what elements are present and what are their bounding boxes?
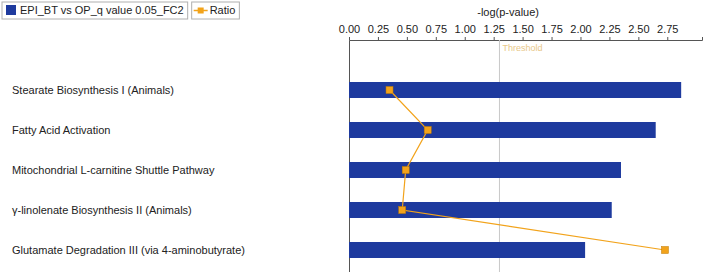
x-axis-line: [350, 37, 703, 41]
category-label: Stearate Biosynthesis I (Animals): [12, 84, 174, 96]
x-tick-label: 2.00: [570, 23, 591, 35]
x-tick-mark: [436, 37, 437, 40]
x-tick-label: 1.50: [512, 23, 533, 35]
ratio-marker: [661, 247, 668, 254]
x-tick-label: 0.50: [397, 23, 418, 35]
x-axis: 0.00 0.25 0.50 0.75 1.00 1.25 1.50 1.75 2.00 2.25…: [339, 23, 703, 41]
ratio-marker: [424, 127, 431, 134]
x-tick-label: 2.75: [657, 23, 678, 35]
y-tick: Mitochondrial L-carnitine Shuttle Pathwa…: [12, 164, 215, 176]
bar: [349, 242, 585, 258]
bar: [349, 82, 681, 98]
x-tick-mark: [609, 37, 610, 40]
threshold-label: Threshold: [502, 43, 542, 53]
x-tick-mark: [465, 37, 466, 40]
legend-label: Ratio: [210, 4, 236, 16]
category-label: Glutamate Degradation III (via 4-aminobu…: [12, 244, 245, 256]
x-tick: 2.75: [657, 23, 678, 40]
x-tick: 0.75: [426, 23, 447, 40]
x-tick: 1.25: [483, 23, 504, 40]
y-tick: Stearate Biosynthesis I (Animals): [12, 84, 174, 96]
ratio-line: [390, 90, 665, 250]
y-tick: Fatty Acid Activation: [12, 124, 110, 136]
x-tick-mark: [523, 37, 524, 40]
category-label: Fatty Acid Activation: [12, 124, 110, 136]
category-label: γ-linolenate Biosynthesis II (Animals): [12, 204, 192, 216]
legend-item: Ratio: [192, 2, 240, 19]
x-tick: 2.00: [570, 23, 591, 40]
legend-item: EPI_BT vs OP_q value 0.05_FC2: [2, 2, 188, 19]
x-tick: 2.50: [628, 23, 649, 40]
x-tick-mark: [349, 37, 350, 40]
x-tick-label: 0.25: [368, 23, 389, 35]
bar: [349, 162, 621, 178]
x-tick: 0.25: [368, 23, 389, 40]
legend-label: EPI_BT vs OP_q value 0.05_FC2: [20, 4, 184, 16]
x-tick-label: 1.00: [455, 23, 476, 35]
x-tick-mark: [378, 37, 379, 40]
y-tick: Glutamate Degradation III (via 4-aminobu…: [12, 244, 245, 256]
x-tick-mark: [494, 37, 495, 40]
bar: [349, 202, 612, 218]
legend-swatch-marker: [198, 8, 204, 14]
legend-box: [192, 2, 240, 19]
y-axis: Stearate Biosynthesis I (Animals) Fatty A…: [12, 41, 350, 272]
x-tick-label: 2.25: [599, 23, 620, 35]
y-tick: γ-linolenate Biosynthesis II (Animals): [12, 204, 192, 216]
x-tick-label: 0.75: [426, 23, 447, 35]
x-tick-label: 2.50: [628, 23, 649, 35]
x-tick: 1.75: [541, 23, 562, 40]
legend-swatch: [6, 5, 16, 15]
plot-marks: [349, 82, 681, 258]
x-tick-mark: [667, 37, 668, 40]
x-tick-label: 1.25: [483, 23, 504, 35]
threshold-line: [499, 40, 500, 272]
x-tick-mark: [580, 37, 581, 40]
x-tick-label: 0.00: [339, 23, 360, 35]
legend-box: [2, 2, 188, 19]
category-label: Mitochondrial L-carnitine Shuttle Pathwa…: [12, 164, 215, 176]
x-tick: 1.50: [512, 23, 533, 40]
x-tick: 0.00: [339, 23, 360, 40]
ratio-marker: [386, 87, 393, 94]
x-axis-title: -log(p-value): [477, 6, 539, 18]
ratio-marker: [399, 207, 406, 214]
x-tick-mark: [638, 37, 639, 40]
x-tick-mark: [552, 37, 553, 40]
bar: [349, 122, 656, 138]
ratio-marker: [402, 167, 409, 174]
chart: 0.00 0.25 0.50 0.75 1.00 1.25 1.50 1.75 2.00 2.25…: [0, 0, 709, 272]
x-tick-label: 1.75: [541, 23, 562, 35]
legend: EPI_BT vs OP_q value 0.05_FC2 Ratio: [2, 2, 239, 19]
x-tick: 1.00: [455, 23, 476, 40]
x-tick: 2.25: [599, 23, 620, 40]
y-axis-line: [349, 41, 350, 272]
x-tick: 0.50: [397, 23, 418, 40]
x-tick-mark: [407, 37, 408, 40]
